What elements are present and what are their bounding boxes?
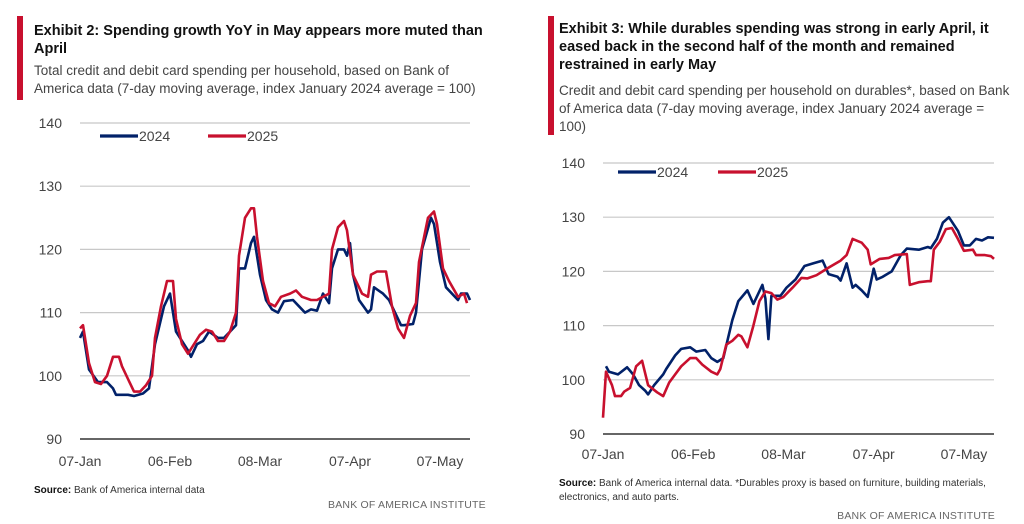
x-tick-label: 08-Mar xyxy=(238,453,283,469)
chart-3: 90 100 110 120 130 140 07-Jan 06-Feb 08-Mar 07-Ap… xyxy=(562,155,995,462)
exhibit-2-source: Source: Bank of America internal data xyxy=(34,484,474,498)
x-tick-label: 07-Jan xyxy=(582,446,625,462)
x-tick-label: 07-Apr xyxy=(853,446,895,462)
x-tick-label: 06-Feb xyxy=(148,453,193,469)
y-tick-label: 100 xyxy=(562,372,586,388)
exhibit-3-title: Exhibit 3: While durables spending was s… xyxy=(559,21,989,73)
y-tick-label: 130 xyxy=(39,178,63,194)
exhibit-2-subtitle: Total credit and debit card spending per… xyxy=(34,63,476,96)
series-line-2025 xyxy=(601,226,995,418)
series-line-2025 xyxy=(79,207,469,393)
y-tick-label: 120 xyxy=(39,241,63,257)
x-tick-label: 06-Feb xyxy=(671,446,716,462)
exhibit-2-title: Exhibit 2: Spending growth YoY in May ap… xyxy=(34,23,483,57)
y-tick-label: 100 xyxy=(39,368,63,384)
series-line-2024 xyxy=(604,215,995,396)
y-tick-label: 90 xyxy=(46,431,62,447)
y-tick-label: 140 xyxy=(39,115,63,131)
source-text: Bank of America internal data. *Durables… xyxy=(559,478,986,503)
y-tick-label: 130 xyxy=(562,209,586,225)
exhibit-3-subtitle: Credit and debit card spending per house… xyxy=(559,83,1010,134)
source-label: Source: xyxy=(34,485,72,496)
x-tick-label: 07-Apr xyxy=(329,453,371,469)
x-tick-label: 08-Mar xyxy=(761,446,806,462)
legend-label-2025: 2025 xyxy=(247,128,278,144)
chart-2: 90 100 110 120 130 140 07-Jan 06-Feb 08-Mar 07-Ap… xyxy=(39,115,472,469)
source-text: Bank of America internal data xyxy=(71,485,205,496)
x-tick-label: 07-May xyxy=(941,446,988,462)
brand-footer: BANK OF AMERICA INSTITUTE xyxy=(837,510,995,522)
y-tick-label: 110 xyxy=(563,318,586,334)
legend-label-2024: 2024 xyxy=(657,164,688,180)
legend-label-2025: 2025 xyxy=(757,164,788,180)
source-label: Source: xyxy=(559,478,597,489)
accent-bar xyxy=(548,16,554,135)
y-tick-label: 120 xyxy=(562,263,586,279)
x-tick-label: 07-Jan xyxy=(59,453,102,469)
exhibit-3-source: Source: Bank of America internal data. *… xyxy=(559,477,999,505)
y-tick-label: 110 xyxy=(40,305,63,321)
brand-footer: BANK OF AMERICA INSTITUTE xyxy=(328,499,486,511)
accent-bar xyxy=(17,16,23,100)
x-tick-label: 07-May xyxy=(417,453,464,469)
y-tick-label: 140 xyxy=(562,155,586,171)
y-tick-label: 90 xyxy=(569,426,585,442)
legend-label-2024: 2024 xyxy=(139,128,170,144)
